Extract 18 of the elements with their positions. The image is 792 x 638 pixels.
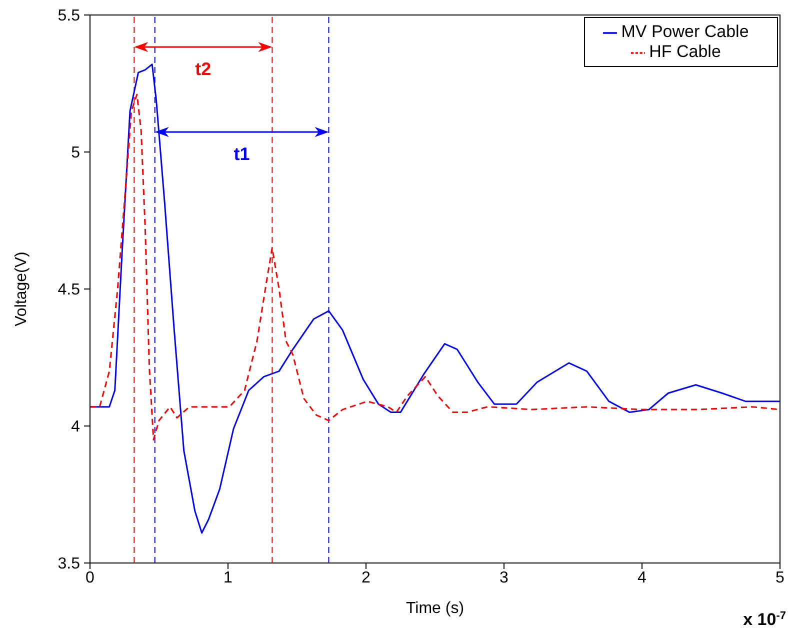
x-tick-label: 0 <box>86 569 95 586</box>
y-tick-label: 4 <box>71 418 80 436</box>
text: x 10$^{-7}$ <box>743 610 786 629</box>
x-tick-label: 1 <box>224 569 233 586</box>
legend-label: MV Power Cable <box>621 22 749 41</box>
y-tick-label: 5 <box>71 144 80 162</box>
legend-label: HF Cable <box>649 42 721 61</box>
annotation: t2 <box>195 59 212 79</box>
x-tick-label: 3 <box>500 569 509 586</box>
y-tick-label: 4.5 <box>58 282 80 299</box>
y-tick-label: 5.5 <box>58 8 80 25</box>
x-tick-label: 5 <box>776 569 785 586</box>
x-tick-label: 4 <box>638 569 647 586</box>
x-tick-label: 2 <box>362 569 371 586</box>
annotation: t1 <box>234 144 250 164</box>
y-tick-label: 3.5 <box>58 556 80 573</box>
x-axis-title: Time (s) <box>406 600 464 617</box>
y-axis-title: Voltage(V) <box>13 252 30 326</box>
